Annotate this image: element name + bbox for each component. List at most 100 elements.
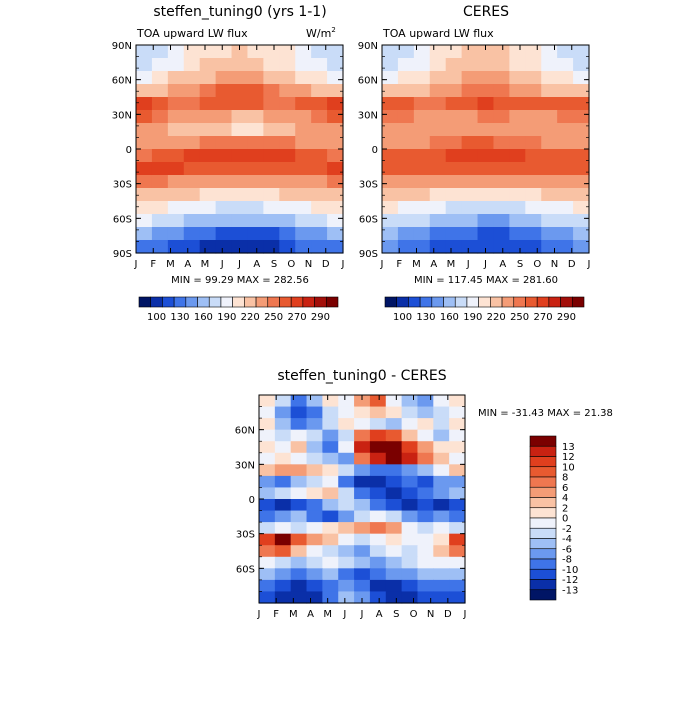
heatmap-cell	[541, 136, 558, 150]
heatmap-cell	[369, 568, 387, 581]
heatmap-cell	[259, 522, 276, 535]
colorbar-swatch	[302, 296, 315, 308]
heatmap-cell	[541, 201, 558, 215]
heatmap-cell	[509, 84, 526, 98]
heatmap-cell	[557, 110, 574, 124]
colorbar-swatch	[466, 296, 479, 308]
heatmap-cell	[322, 510, 339, 523]
heatmap-cell	[413, 175, 431, 189]
heatmap-cell	[433, 545, 450, 558]
x-tick-label: M	[289, 609, 298, 620]
heatmap-cell	[311, 149, 328, 163]
heatmap-cell	[136, 97, 153, 111]
heatmap-cell	[183, 71, 201, 85]
heatmap-cell	[290, 510, 308, 523]
heatmap-cell	[231, 58, 249, 72]
colorbar-label: -4	[562, 534, 572, 545]
heatmap-cell	[263, 227, 280, 241]
heatmap-cell	[477, 84, 495, 98]
heatmap-cell	[290, 406, 308, 419]
colorbar-label: 190	[463, 312, 482, 323]
heatmap-cell	[231, 162, 249, 176]
heatmap-cell	[509, 58, 526, 72]
heatmap-cell	[338, 395, 355, 408]
heatmap-cell	[151, 175, 169, 189]
heatmap-cell	[311, 123, 328, 137]
y-tick-label: 30S	[236, 530, 255, 541]
heatmap-cell	[295, 110, 312, 124]
heatmap-cell	[461, 110, 479, 124]
heatmap-cell	[231, 97, 249, 111]
heatmap-cell	[509, 123, 526, 137]
heatmap-cell	[231, 123, 249, 137]
heatmap-cell	[557, 123, 574, 137]
heatmap-cell	[401, 556, 419, 569]
colorbar-label: 290	[557, 312, 576, 323]
heatmap-cell	[279, 97, 296, 111]
heatmap-cell	[274, 568, 292, 581]
heatmap-cell	[167, 214, 185, 228]
heatmap-cell	[382, 71, 399, 85]
colorbar-swatch	[548, 296, 561, 308]
heatmap-cell	[183, 214, 201, 228]
heatmap-cell	[327, 123, 344, 137]
colorbar-swatch	[255, 296, 269, 308]
heatmap-cell	[311, 201, 328, 215]
colorbar-swatch	[501, 296, 515, 308]
heatmap-cell	[573, 84, 590, 98]
colorbar-swatch	[232, 296, 245, 308]
heatmap-cell	[493, 149, 510, 163]
heatmap-cell	[445, 136, 463, 150]
heatmap-cell	[525, 71, 542, 85]
heatmap-cell	[429, 162, 447, 176]
heatmap-cell	[290, 556, 308, 569]
heatmap-cell	[541, 58, 558, 72]
heatmap-cell	[354, 510, 371, 523]
heatmap-cell	[413, 97, 431, 111]
heatmap-cell	[295, 175, 312, 189]
heatmap-cell	[167, 240, 185, 254]
heatmap-cell	[354, 499, 371, 512]
heatmap-cell	[279, 84, 296, 98]
heatmap-cell	[279, 123, 296, 137]
heatmap-cell	[311, 58, 328, 72]
heatmap-cell	[259, 429, 276, 442]
heatmap-cell	[338, 406, 355, 419]
heatmap-cell	[382, 97, 399, 111]
heatmap-cell	[136, 162, 153, 176]
x-tick-label: J	[134, 259, 138, 270]
heatmap-cell	[401, 568, 419, 581]
heatmap-cell	[433, 591, 450, 604]
heatmap-cell	[136, 71, 153, 85]
heatmap-cell	[557, 188, 574, 202]
heatmap-cell	[429, 84, 447, 98]
heatmap-cell	[322, 429, 339, 442]
heatmap-cell	[509, 175, 526, 189]
colorbar-label: -12	[562, 575, 578, 586]
heatmap-cell	[151, 84, 169, 98]
heatmap-cell	[417, 579, 434, 593]
heatmap-cell	[199, 84, 217, 98]
heatmap-cell	[136, 201, 153, 215]
heatmap-cell	[290, 464, 308, 477]
heatmap-cell	[449, 556, 466, 569]
heatmap-cell	[322, 499, 339, 512]
heatmap-cell	[338, 418, 355, 431]
heatmap-cell	[151, 45, 169, 59]
heatmap-cell	[401, 406, 419, 419]
panel-model-title: steffen_tuning0 (yrs 1-1)	[153, 4, 326, 20]
colorbar-label: 270	[533, 312, 552, 323]
heatmap-cell	[477, 45, 495, 59]
heatmap-cell	[199, 201, 217, 215]
heatmap-cell	[231, 71, 249, 85]
heatmap-cell	[354, 579, 371, 593]
heatmap-cell	[509, 188, 526, 202]
heatmap-cell	[199, 110, 217, 124]
colorbar-swatch	[279, 296, 292, 308]
heatmap-cell	[429, 201, 447, 215]
colorbar-swatch	[431, 296, 444, 308]
heatmap-cell	[382, 58, 399, 72]
heatmap-cell	[417, 499, 434, 512]
heatmap-cell	[290, 545, 308, 558]
